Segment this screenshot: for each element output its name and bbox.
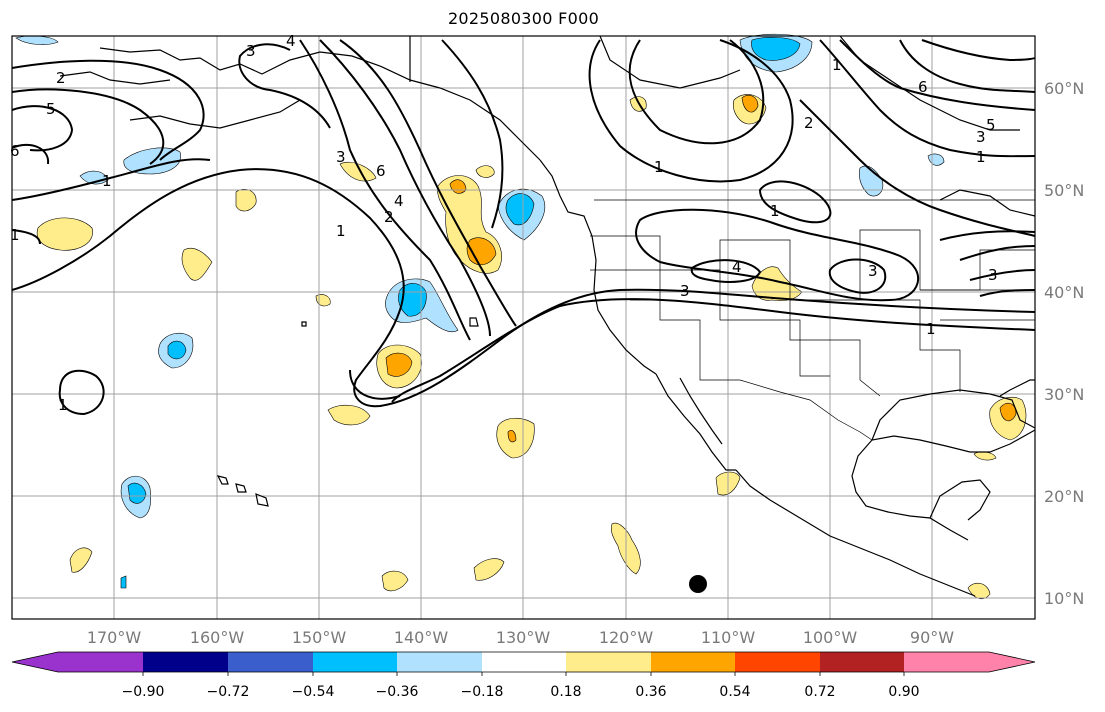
colorbar-bin [143,652,228,672]
contour-label: 1 [102,172,112,190]
colorbar-bin [566,652,651,672]
pos-area [69,547,93,573]
colorbar-tick-label: 0.90 [888,684,919,700]
pos-area [181,247,213,281]
contour-label: 6 [376,162,386,180]
contour-label: 4 [394,192,404,210]
lat-label: 50°N [1044,181,1084,200]
pos-area [473,558,505,581]
lon-label: 120°W [599,628,654,647]
pos-area-strong [385,352,413,377]
colorbar-bin [651,652,735,672]
lat-label: 10°N [1044,589,1084,608]
contour-label: 5 [46,100,56,118]
longitude-labels: 170°W 160°W 150°W 140°W 130°W 120°W 110°… [87,628,954,647]
colorbar-tick-label: 0.36 [635,684,666,700]
contour-label: 2 [384,208,394,226]
colorbar-bin [735,652,820,672]
pos-area [381,570,409,592]
colorbar-bin [58,652,143,672]
lon-label: 170°W [87,628,142,647]
lat-label: 20°N [1044,487,1084,506]
shaded-fields [15,33,1027,600]
political-borders [590,199,1035,441]
contour-label: 3 [246,42,256,60]
contour-label: 1 [58,396,68,414]
neg-area-strong [167,340,187,360]
colorbar [11,651,1036,673]
contours [11,39,1036,416]
pos-area-strong [507,430,517,443]
contour-label: 1 [770,202,780,220]
lat-label: 60°N [1044,79,1084,98]
lon-label: 100°W [803,628,858,647]
neg-area-strong [751,37,801,61]
contour-label: 1 [926,320,936,338]
contour-label: 3 [976,128,986,146]
colorbar-tick-label: −0.18 [461,684,504,700]
contour-label: 3 [988,266,998,284]
lon-label: 160°W [190,628,245,647]
colorbar-tick-label: 0.18 [550,684,581,700]
pos-area [339,161,377,182]
colorbar-bin [820,652,904,672]
graticule [12,36,1035,619]
contour-label: 2 [804,114,814,132]
pos-area [235,189,257,212]
latitude-labels: 60°N 50°N 40°N 30°N 20°N 10°N [1044,79,1084,608]
colorbar-bin [482,652,566,672]
pos-area [315,294,331,307]
lon-label: 140°W [394,628,449,647]
colorbar-bin [397,652,482,672]
lon-label: 130°W [496,628,551,647]
colorbar-tick-label: −0.72 [207,684,250,700]
contour-label: 1 [654,158,664,176]
contour-label: 6 [10,142,20,160]
colorbar-bin [904,652,989,672]
lon-label: 90°W [910,628,954,647]
colorbar-bin [228,652,313,672]
contour-label: 3 [680,282,690,300]
pos-area [36,217,93,251]
lon-label: 110°W [701,628,756,647]
lat-label: 40°N [1044,283,1084,302]
lon-label: 150°W [292,628,347,647]
contour-label: 3 [336,148,346,166]
contour-label: 1 [832,56,842,74]
contour-labels: 2 5 6 1 3 4 4 6 3 2 1 1 1 4 3 1 1 2 6 5 … [10,32,998,414]
pos-area [327,404,371,426]
contour-label: 4 [286,32,296,50]
colorbar-ticks [142,672,905,676]
colorbar-tick-labels: −0.90 −0.72 −0.54 −0.36 −0.18 0.18 0.36 … [122,684,920,700]
contour-label: 3 [868,262,878,280]
contour-label: 5 [986,116,996,134]
map-title: 2025080300 F000 [447,9,600,28]
contour-label: 4 [732,258,742,276]
colorbar-tick-label: 0.72 [804,684,835,700]
colorbar-tick-label: 0.54 [719,684,750,700]
colorbar-tick-label: −0.54 [292,684,335,700]
pos-area [475,165,495,178]
contour-label: 1 [336,222,346,240]
contour-label: 1 [976,148,986,166]
colorbar-tick-label: −0.90 [122,684,165,700]
lat-label: 30°N [1044,385,1084,404]
colorbar-bin [313,652,397,672]
neg-area [858,165,884,197]
location-marker [689,575,707,593]
neg-area-strong [127,482,147,504]
colorbar-under [12,652,58,672]
colorbar-tick-label: −0.36 [376,684,419,700]
pos-area-strong [466,237,497,266]
neg-area-strong [120,575,127,589]
pos-area-strong [741,94,759,113]
colorbar-over [989,652,1035,672]
contour-label: 1 [10,226,20,244]
pos-area-strong [999,402,1017,422]
contour-label: 2 [56,69,66,87]
plot-frame [11,35,1036,620]
contour-label: 6 [918,78,928,96]
